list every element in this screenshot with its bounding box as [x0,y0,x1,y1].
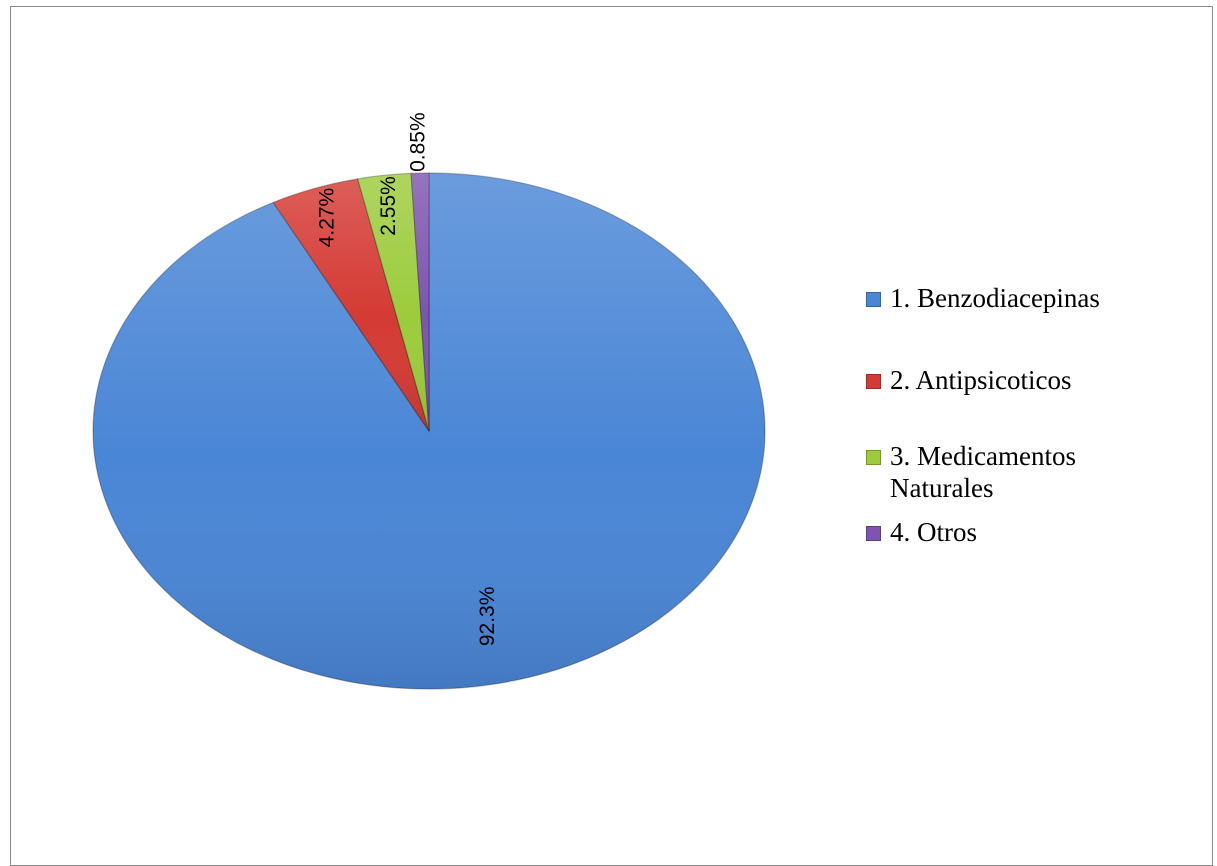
legend-item-otros: 4. Otros [866,516,1190,548]
legend-item-benzodiacepinas: 1. Benzodiacepinas [866,282,1190,314]
data-label-benzodiacepinas: 92.3% [476,587,499,647]
data-label-otros: 0.85% [406,112,429,172]
legend-label-antipsicoticos: 2. Antipsicoticos [890,365,1072,395]
legend-swatch-otros [866,526,881,541]
legend-swatch-antipsicoticos [866,374,881,389]
pie-slice-shade-otros [411,173,429,431]
pie-slice-shade-medicamentos-naturales [357,173,429,431]
data-label-antipsicoticos: 4.27% [316,188,339,248]
pie-slice-shade-benzodiacepinas [92,173,765,689]
legend-swatch-benzodiacepinas [866,292,881,307]
legend-item-medicamentos-naturales: 3. Medicamentos Naturales [866,440,1150,504]
legend-label-benzodiacepinas: 1. Benzodiacepinas [890,283,1100,313]
legend-label-medicamentos-naturales: 3. Medicamentos Naturales [890,441,1076,503]
legend-label-otros: 4. Otros [890,517,977,547]
legend-item-antipsicoticos: 2. Antipsicoticos [866,364,1190,396]
pie-slice-shade-antipsicoticos [273,178,429,431]
legend-swatch-medicamentos-naturales [866,450,881,465]
data-label-medicamentos-naturales: 2.55% [377,176,400,236]
